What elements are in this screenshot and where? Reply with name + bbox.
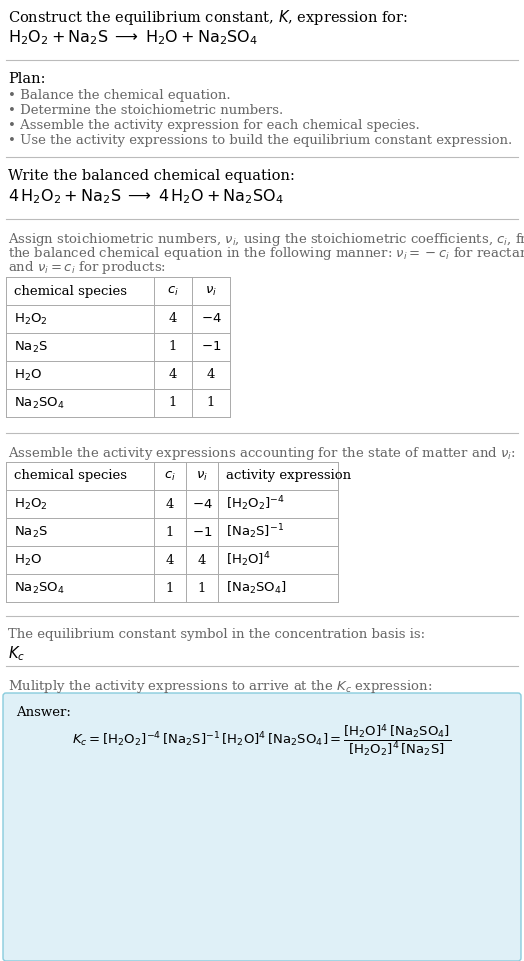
Text: chemical species: chemical species <box>14 470 127 482</box>
Text: activity expression: activity expression <box>226 470 351 482</box>
Text: The equilibrium constant symbol in the concentration basis is:: The equilibrium constant symbol in the c… <box>8 628 425 641</box>
Text: the balanced chemical equation in the following manner: $\nu_i = -c_i$ for react: the balanced chemical equation in the fo… <box>8 245 524 262</box>
Text: • Determine the stoichiometric numbers.: • Determine the stoichiometric numbers. <box>8 104 283 117</box>
FancyBboxPatch shape <box>3 693 521 961</box>
Text: $[\mathrm{H_2O}]^{4}$: $[\mathrm{H_2O}]^{4}$ <box>226 551 270 569</box>
Text: Plan:: Plan: <box>8 72 46 86</box>
Text: Assign stoichiometric numbers, $\nu_i$, using the stoichiometric coefficients, $: Assign stoichiometric numbers, $\nu_i$, … <box>8 231 524 248</box>
Text: Write the balanced chemical equation:: Write the balanced chemical equation: <box>8 169 295 183</box>
Text: 1: 1 <box>169 397 177 409</box>
Text: 1: 1 <box>166 581 174 595</box>
Text: chemical species: chemical species <box>14 284 127 298</box>
Text: and $\nu_i = c_i$ for products:: and $\nu_i = c_i$ for products: <box>8 259 166 276</box>
Text: $\nu_i$: $\nu_i$ <box>196 470 208 482</box>
Text: • Use the activity expressions to build the equilibrium constant expression.: • Use the activity expressions to build … <box>8 134 512 147</box>
Text: $[\mathrm{H_2O_2}]^{-4}$: $[\mathrm{H_2O_2}]^{-4}$ <box>226 495 285 513</box>
Text: $[\mathrm{Na_2SO_4}]$: $[\mathrm{Na_2SO_4}]$ <box>226 579 287 596</box>
Text: $\mathrm{Na_2S}$: $\mathrm{Na_2S}$ <box>14 525 48 539</box>
Text: 4: 4 <box>166 498 174 510</box>
Text: $c_i$: $c_i$ <box>167 284 179 298</box>
Text: $\mathrm{Na_2SO_4}$: $\mathrm{Na_2SO_4}$ <box>14 395 64 410</box>
Text: $\mathrm{Na_2SO_4}$: $\mathrm{Na_2SO_4}$ <box>14 580 64 596</box>
Text: $\mathrm{H_2O_2 + Na_2S \;\longrightarrow\; H_2O + Na_2SO_4}$: $\mathrm{H_2O_2 + Na_2S \;\longrightarro… <box>8 28 258 47</box>
Text: 1: 1 <box>198 581 206 595</box>
Text: Construct the equilibrium constant, $K$, expression for:: Construct the equilibrium constant, $K$,… <box>8 8 408 27</box>
Text: $K_c$: $K_c$ <box>8 644 25 663</box>
Text: Assemble the activity expressions accounting for the state of matter and $\nu_i$: Assemble the activity expressions accoun… <box>8 445 516 462</box>
Text: $\mathrm{H_2O_2}$: $\mathrm{H_2O_2}$ <box>14 497 48 511</box>
Text: $\nu_i$: $\nu_i$ <box>205 284 217 298</box>
Text: $\mathrm{H_2O}$: $\mathrm{H_2O}$ <box>14 367 42 382</box>
Text: $c_i$: $c_i$ <box>164 470 176 482</box>
Text: 1: 1 <box>207 397 215 409</box>
Text: $[\mathrm{Na_2S}]^{-1}$: $[\mathrm{Na_2S}]^{-1}$ <box>226 523 284 541</box>
Text: 1: 1 <box>166 526 174 538</box>
Text: $\mathrm{H_2O}$: $\mathrm{H_2O}$ <box>14 553 42 568</box>
Text: Mulitply the activity expressions to arrive at the $K_c$ expression:: Mulitply the activity expressions to arr… <box>8 678 432 695</box>
Text: • Balance the chemical equation.: • Balance the chemical equation. <box>8 89 231 102</box>
Text: 4: 4 <box>166 554 174 566</box>
Text: $-4$: $-4$ <box>201 312 221 326</box>
Text: $-1$: $-1$ <box>201 340 221 354</box>
Text: $K_c = [\mathrm{H_2O_2}]^{-4}\,[\mathrm{Na_2S}]^{-1}\,[\mathrm{H_2O}]^{4}\,[\mat: $K_c = [\mathrm{H_2O_2}]^{-4}\,[\mathrm{… <box>72 723 452 759</box>
Text: $\mathrm{4\,H_2O_2 + Na_2S \;\longrightarrow\; 4\,H_2O + Na_2SO_4}$: $\mathrm{4\,H_2O_2 + Na_2S \;\longrighta… <box>8 187 283 206</box>
Text: • Assemble the activity expression for each chemical species.: • Assemble the activity expression for e… <box>8 119 420 132</box>
Text: $-1$: $-1$ <box>192 526 212 538</box>
Text: Answer:: Answer: <box>16 706 71 719</box>
Text: $\mathrm{H_2O_2}$: $\mathrm{H_2O_2}$ <box>14 311 48 327</box>
Text: 4: 4 <box>169 312 177 326</box>
Text: $\mathrm{Na_2S}$: $\mathrm{Na_2S}$ <box>14 339 48 355</box>
Text: 1: 1 <box>169 340 177 354</box>
Text: 4: 4 <box>207 368 215 382</box>
Text: 4: 4 <box>198 554 206 566</box>
Text: 4: 4 <box>169 368 177 382</box>
Text: $-4$: $-4$ <box>192 498 212 510</box>
